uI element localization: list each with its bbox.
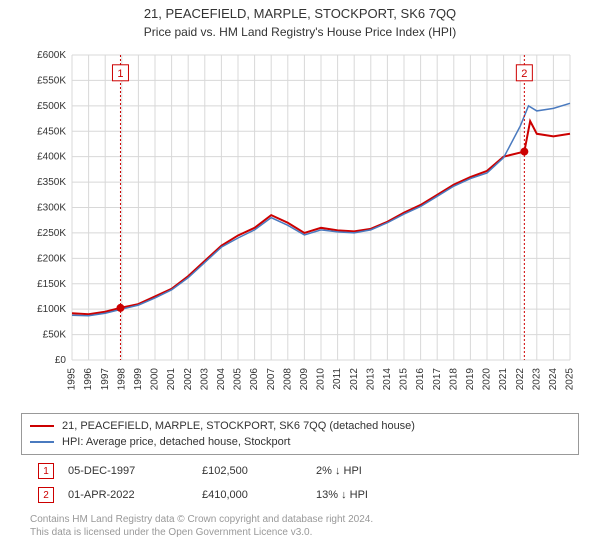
legend-item: HPI: Average price, detached house, Stoc… — [30, 434, 570, 450]
svg-text:£0: £0 — [55, 355, 67, 366]
chart-title: 21, PEACEFIELD, MARPLE, STOCKPORT, SK6 7… — [0, 0, 600, 21]
legend-item: 21, PEACEFIELD, MARPLE, STOCKPORT, SK6 7… — [30, 418, 570, 434]
svg-text:2007: 2007 — [266, 368, 277, 391]
marker-table: 1 05-DEC-1997 £102,500 2% ↓ HPI 2 01-APR-2022… — [30, 459, 570, 507]
chart-subtitle: Price paid vs. HM Land Registry's House … — [0, 21, 600, 45]
legend: 21, PEACEFIELD, MARPLE, STOCKPORT, SK6 7… — [21, 413, 579, 455]
svg-text:1999: 1999 — [133, 368, 144, 391]
marker-price: £410,000 — [202, 489, 302, 501]
svg-text:2009: 2009 — [299, 368, 310, 391]
svg-text:2011: 2011 — [332, 368, 343, 390]
svg-text:2006: 2006 — [249, 368, 260, 391]
svg-text:2017: 2017 — [432, 368, 443, 391]
legend-swatch — [30, 425, 54, 427]
legend-label: HPI: Average price, detached house, Stoc… — [62, 436, 291, 448]
svg-text:2014: 2014 — [382, 368, 393, 391]
svg-text:2020: 2020 — [482, 368, 493, 391]
svg-text:£100K: £100K — [37, 304, 66, 315]
svg-text:£300K: £300K — [37, 203, 66, 214]
svg-text:£550K: £550K — [37, 75, 66, 86]
marker-price: £102,500 — [202, 465, 302, 477]
svg-text:2016: 2016 — [415, 368, 426, 391]
footer-line2: This data is licensed under the Open Gov… — [30, 526, 570, 539]
svg-text:2015: 2015 — [399, 368, 410, 391]
svg-text:2012: 2012 — [349, 368, 360, 391]
svg-text:2001: 2001 — [166, 368, 177, 391]
marker-row: 2 01-APR-2022 £410,000 13% ↓ HPI — [30, 483, 570, 507]
svg-text:£150K: £150K — [37, 279, 66, 290]
svg-text:1995: 1995 — [67, 368, 78, 391]
svg-text:2023: 2023 — [531, 368, 542, 391]
svg-text:£400K: £400K — [37, 152, 66, 163]
svg-text:2000: 2000 — [150, 368, 161, 391]
marker-date: 05-DEC-1997 — [68, 465, 188, 477]
svg-text:1997: 1997 — [100, 368, 111, 391]
svg-text:1: 1 — [117, 68, 123, 80]
svg-text:2021: 2021 — [498, 368, 509, 391]
svg-text:2005: 2005 — [233, 368, 244, 391]
svg-text:2: 2 — [521, 68, 527, 80]
svg-text:£450K: £450K — [37, 126, 66, 137]
svg-text:2018: 2018 — [448, 368, 459, 391]
svg-text:2003: 2003 — [199, 368, 210, 391]
svg-text:2004: 2004 — [216, 368, 227, 391]
svg-text:2019: 2019 — [465, 368, 476, 391]
marker-id-box: 2 — [38, 487, 54, 503]
marker-row: 1 05-DEC-1997 £102,500 2% ↓ HPI — [30, 459, 570, 483]
svg-text:£200K: £200K — [37, 253, 66, 264]
svg-text:£250K: £250K — [37, 228, 66, 239]
marker-delta: 13% ↓ HPI — [316, 489, 416, 501]
svg-text:2008: 2008 — [282, 368, 293, 391]
svg-text:£350K: £350K — [37, 177, 66, 188]
svg-text:2024: 2024 — [548, 368, 559, 391]
svg-text:2002: 2002 — [183, 368, 194, 391]
svg-text:£500K: £500K — [37, 101, 66, 112]
footer-attribution: Contains HM Land Registry data © Crown c… — [22, 513, 578, 539]
svg-text:2022: 2022 — [515, 368, 526, 391]
svg-text:£50K: £50K — [43, 330, 67, 341]
footer-line1: Contains HM Land Registry data © Crown c… — [30, 513, 570, 526]
svg-text:£600K: £600K — [37, 50, 66, 61]
svg-text:2013: 2013 — [365, 368, 376, 391]
marker-delta: 2% ↓ HPI — [316, 465, 416, 477]
svg-text:1998: 1998 — [116, 368, 127, 391]
svg-text:1996: 1996 — [83, 368, 94, 391]
svg-text:2010: 2010 — [316, 368, 327, 391]
legend-swatch — [30, 441, 54, 443]
chart-area: 1995 1996 1997 1998 1999 2000 2001 2002 2003 2004… — [20, 45, 580, 405]
marker-date: 01-APR-2022 — [68, 489, 188, 501]
marker-id-box: 1 — [38, 463, 54, 479]
legend-label: 21, PEACEFIELD, MARPLE, STOCKPORT, SK6 7… — [62, 420, 415, 432]
line-chart: 1995 1996 1997 1998 1999 2000 2001 2002 2003 2004… — [20, 45, 580, 405]
svg-text:2025: 2025 — [565, 368, 576, 391]
